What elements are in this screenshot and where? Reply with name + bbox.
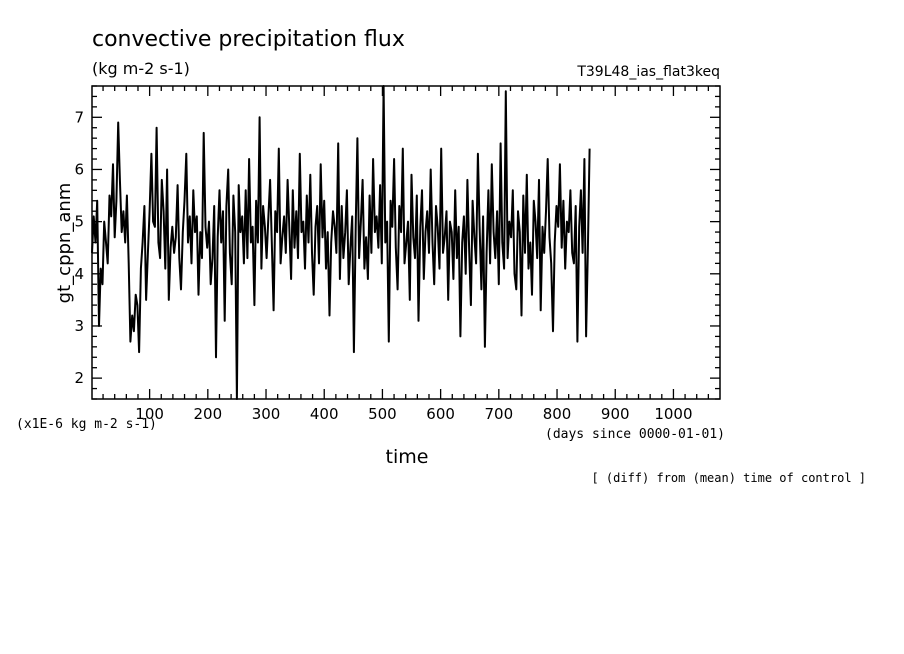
chart-units: (kg m-2 s-1) (92, 59, 190, 78)
x-tick-label: 300 (252, 405, 281, 423)
series-line (91, 85, 591, 400)
x-tick-label: 800 (543, 405, 572, 423)
x-tick-label: 400 (310, 405, 339, 423)
chart-title: convective precipitation flux (92, 27, 405, 52)
y-tick-labels: 2 3 4 5 6 7 (74, 108, 84, 387)
footnote: [ (diff) from (mean) time of control ] (591, 471, 866, 485)
x-tick-labels: 100 200 300 400 500 600 700 800 900 1000 (135, 405, 692, 423)
x-tick-label: 500 (368, 405, 397, 423)
y-tick-label: 6 (74, 160, 84, 178)
x-tick-label: 900 (601, 405, 630, 423)
x-ticks (102, 86, 710, 399)
x-units-note: (days since 0000-01-01) (545, 427, 725, 442)
x-tick-label: 1000 (654, 405, 692, 423)
y-tick-label: 2 (74, 369, 84, 387)
x-tick-label: 200 (194, 405, 223, 423)
y-axis-label: gt_cppn_anm (54, 183, 75, 304)
y-tick-label: 7 (74, 108, 84, 126)
run-label: T39L48_ias_flat3keq (576, 64, 720, 80)
y-tick-label: 4 (74, 265, 84, 283)
x-tick-label: 100 (135, 405, 164, 423)
y-scale-note: (x1E-6 kg m-2 s-1) (16, 417, 157, 432)
x-axis-label: time (386, 446, 429, 468)
x-tick-label: 600 (426, 405, 455, 423)
y-tick-label: 3 (74, 317, 84, 335)
x-tick-label: 700 (485, 405, 514, 423)
y-tick-label: 5 (74, 213, 84, 231)
